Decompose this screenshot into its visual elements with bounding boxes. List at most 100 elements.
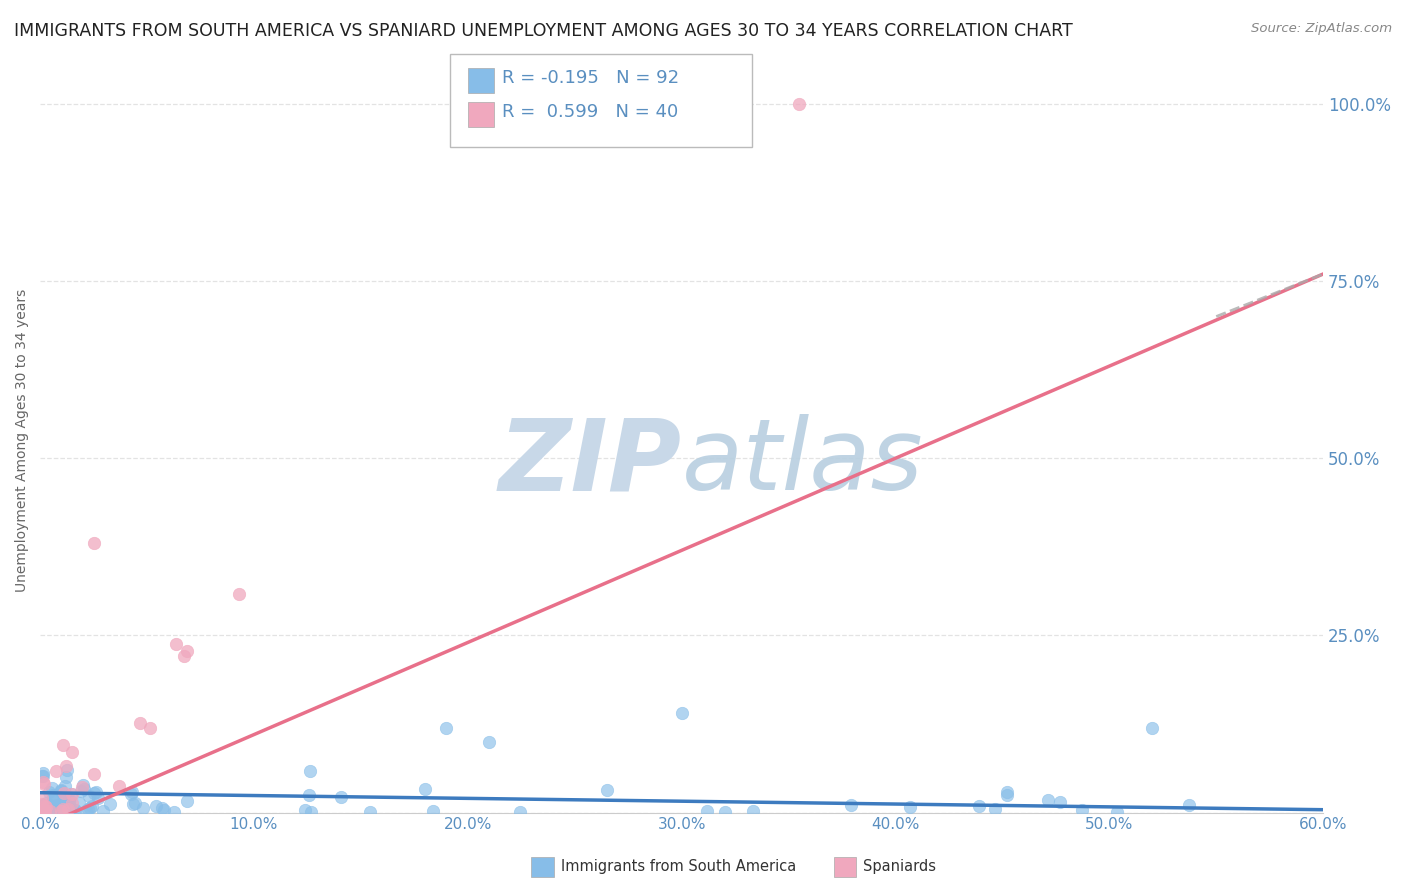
Point (51, 804, 73, 818)
Point (32, 804, 55, 818)
Point (52, 800, 75, 814)
Point (34, 804, 56, 818)
Point (422, 805, 444, 819)
Point (32, 777, 55, 791)
Point (1178, 797, 1201, 812)
Point (31, 801, 53, 815)
Point (165, 637, 187, 651)
Text: IMMIGRANTS FROM SOUTH AMERICA VS SPANIARD UNEMPLOYMENT AMONG AGES 30 TO 34 YEARS: IMMIGRANTS FROM SOUTH AMERICA VS SPANIAR… (14, 22, 1073, 40)
Text: R = -0.195   N = 92: R = -0.195 N = 92 (502, 70, 679, 87)
Point (31, 791, 53, 805)
Text: R =  0.599   N = 40: R = 0.599 N = 40 (502, 103, 678, 121)
Point (121, 785, 143, 799)
Point (596, 783, 619, 797)
Point (86, 785, 108, 799)
Point (38, 804, 60, 818)
Point (62, 804, 84, 818)
Point (51, 805, 73, 819)
Point (1070, 803, 1092, 817)
Point (46, 798, 69, 813)
Point (56, 763, 79, 777)
Point (87, 790, 110, 805)
Point (163, 805, 186, 819)
Point (1107, 805, 1129, 819)
Point (132, 800, 155, 814)
Point (434, 721, 457, 735)
Point (898, 800, 921, 814)
Point (58, 792, 80, 806)
Point (120, 787, 142, 801)
Point (150, 801, 173, 815)
Point (39, 797, 62, 812)
Point (34, 799, 56, 814)
Point (73, 782, 96, 797)
Point (91, 804, 114, 818)
Point (714, 805, 737, 819)
Point (65, 803, 87, 817)
Point (45, 800, 67, 814)
Point (1140, 721, 1163, 735)
Point (82, 798, 104, 813)
Point (32, 804, 55, 818)
Point (56, 801, 79, 815)
Point (38, 785, 60, 799)
Point (839, 797, 862, 812)
Point (176, 644, 198, 658)
Point (173, 649, 195, 664)
Point (60, 787, 83, 801)
Point (696, 805, 718, 819)
Point (51, 805, 73, 819)
Point (359, 805, 381, 819)
Point (32, 768, 55, 782)
Point (330, 790, 353, 805)
Point (98, 797, 121, 812)
Point (129, 716, 152, 731)
Point (787, 97, 810, 112)
Point (59, 802, 82, 816)
Point (32, 803, 55, 817)
Point (76, 802, 98, 816)
Text: Source: ZipAtlas.com: Source: ZipAtlas.com (1251, 22, 1392, 36)
Point (31, 769, 53, 783)
Point (46, 801, 69, 815)
Point (298, 789, 321, 803)
Point (55, 797, 77, 812)
Point (67, 796, 90, 810)
Point (60, 745, 83, 759)
Point (31, 775, 53, 789)
Point (59, 787, 82, 801)
Point (1049, 796, 1071, 810)
Y-axis label: Unemployment Among Ages 30 to 34 years: Unemployment Among Ages 30 to 34 years (15, 289, 30, 592)
Point (72, 778, 94, 792)
Point (124, 796, 146, 810)
Point (41, 781, 63, 796)
Point (55, 759, 77, 773)
Point (995, 785, 1018, 799)
Point (478, 734, 501, 748)
Point (413, 781, 436, 796)
Point (49, 783, 72, 797)
Point (145, 798, 167, 813)
Point (299, 764, 322, 778)
Point (1036, 793, 1059, 807)
Point (42, 789, 65, 803)
Point (53, 779, 76, 793)
Point (38, 804, 60, 818)
Point (995, 788, 1018, 802)
Point (52, 802, 75, 816)
Point (48, 801, 70, 815)
Point (46, 805, 69, 819)
Point (34, 796, 56, 810)
Text: atlas: atlas (682, 415, 924, 511)
Point (176, 794, 198, 808)
Point (58, 797, 80, 812)
Point (35, 800, 58, 814)
Point (70, 784, 93, 798)
Point (967, 799, 990, 814)
Point (37, 805, 59, 819)
Point (228, 587, 250, 601)
Point (32, 765, 55, 780)
Point (45, 764, 67, 778)
Point (60, 797, 83, 811)
Point (509, 805, 531, 819)
